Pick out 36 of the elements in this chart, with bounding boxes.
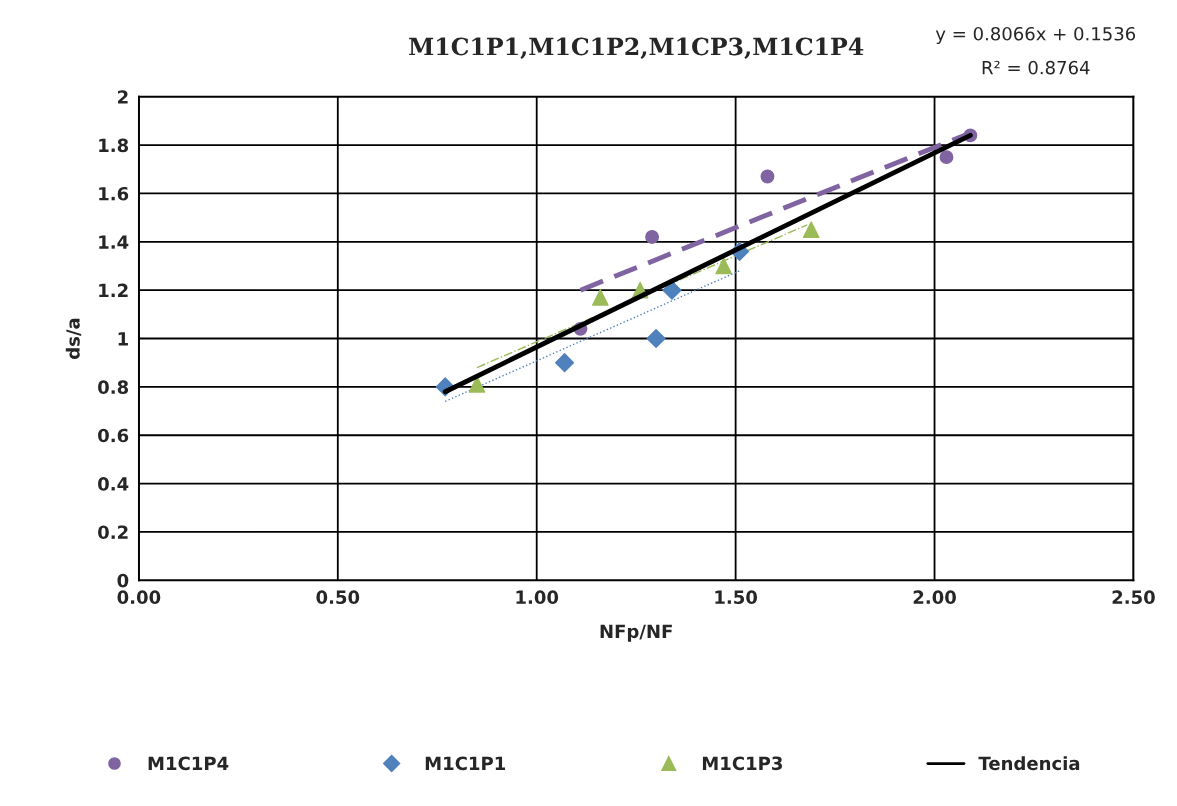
chart-title: M1C1P1,M1C1P2,M1CP3,M1C1P4 (409, 37, 864, 59)
x-tick-label: 0.00 (117, 590, 161, 605)
text: R² = 0.8764 (982, 60, 1090, 75)
x-tick-label: 2.50 (1112, 590, 1155, 605)
point (555, 353, 575, 373)
text: y = 0.8066x + 0.1536 (935, 26, 1136, 45)
legend-label: M1C1P1 (425, 756, 506, 771)
y-tick-label: 1.4 (99, 235, 129, 249)
y-tick-label: 0.6 (98, 428, 129, 443)
y-tick-label: 0.2 (98, 525, 128, 540)
y-tick-label: 1.8 (99, 138, 129, 153)
point (760, 169, 775, 184)
point (468, 376, 486, 393)
y-tick-label: 0.8 (98, 380, 129, 394)
legend-label: M1C1P4 (148, 756, 229, 771)
point (592, 289, 609, 306)
legend-label: M1C1P3 (702, 756, 782, 771)
point (662, 280, 682, 300)
point (646, 328, 666, 349)
y-tick-label: 1.2 (99, 283, 128, 298)
y-tick-label: 2 (118, 90, 128, 104)
x-axis-title: NFp/NF (600, 624, 672, 642)
y-tick-label: 0.4 (98, 477, 129, 491)
x-tick-label: 1.50 (715, 590, 758, 605)
y-tick-label: 1.6 (99, 186, 129, 201)
x-tick-label: 0.50 (316, 590, 360, 605)
y-axis-title: ds/a (65, 318, 82, 359)
x-tick-label: 2.00 (913, 590, 956, 605)
y-tick-label: 0 (117, 573, 129, 588)
y-tick-label: 1 (118, 332, 128, 346)
legend-label: Tendencia (978, 756, 1080, 771)
point (645, 230, 660, 244)
x-tick-label: 1.00 (516, 590, 559, 605)
point (939, 150, 954, 165)
point (802, 221, 820, 239)
point (715, 257, 733, 275)
